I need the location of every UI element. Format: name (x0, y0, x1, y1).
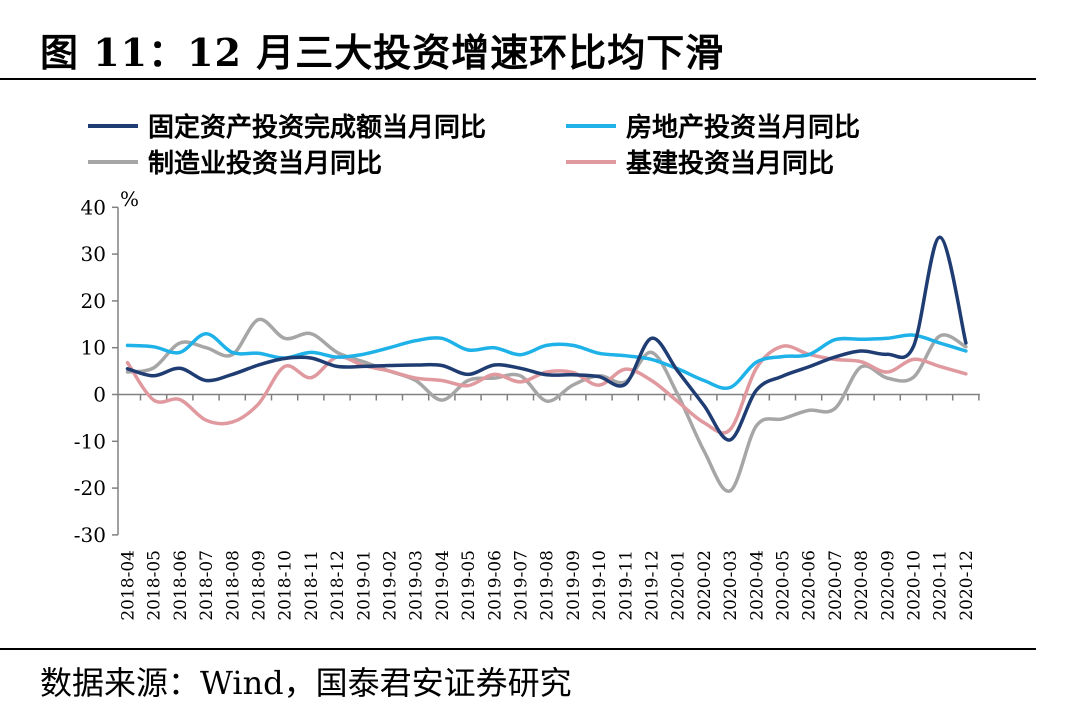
x-tick-label: 2018-09 (250, 550, 270, 621)
x-tick-label: 2018-05 (145, 550, 165, 621)
source-rule (0, 648, 1036, 650)
x-tick-label: 2020-09 (878, 550, 898, 621)
x-tick-label: 2020-11 (931, 550, 951, 621)
y-tick-label: -20 (74, 476, 106, 500)
x-tick-label: 2019-04 (433, 550, 453, 621)
x-tick-label: 2018-10 (276, 550, 296, 621)
x-tick-label: 2020-10 (905, 550, 925, 621)
series-line (125, 331, 968, 390)
x-tick-label: 2019-01 (354, 550, 374, 621)
title-rule (0, 78, 1036, 80)
y-tick-label: 0 (93, 383, 106, 407)
x-tick-label: 2019-10 (590, 550, 610, 621)
y-tick-label: 40 (81, 195, 106, 219)
y-tick-label: 10 (81, 336, 106, 360)
legend-label: 房地产投资当月同比 (626, 113, 860, 143)
x-tick-label: 2019-02 (381, 550, 401, 621)
figure-title: 图 11：12 月三大投资增速环比均下滑 (40, 30, 725, 75)
y-tick-label: -30 (74, 523, 106, 547)
x-tick-label: 2019-08 (538, 550, 558, 621)
source-note: 数据来源：Wind，国泰君安证券研究 (40, 664, 572, 702)
x-tick-label: 2018-07 (197, 550, 217, 621)
series-line (125, 344, 968, 435)
x-tick-label: 2020-08 (852, 550, 872, 621)
x-tick-label: 2019-03 (407, 550, 427, 621)
x-tick-label: 2020-07 (826, 550, 846, 621)
x-tick-label: 2019-12 (643, 550, 663, 621)
y-tick-label: 30 (81, 242, 106, 266)
legend-label: 固定资产投资完成额当月同比 (148, 112, 486, 143)
series-line (125, 235, 968, 442)
y-tick-label: -10 (74, 429, 106, 453)
x-tick-label: 2019-11 (616, 550, 636, 621)
unit-label: % (120, 187, 139, 211)
x-tick-label: 2019-07 (512, 550, 532, 621)
x-tick-label: 2018-04 (119, 550, 139, 621)
y-tick-label: 20 (81, 289, 106, 313)
x-tick-label: 2018-08 (223, 550, 243, 621)
x-tick-label: 2018-12 (328, 550, 348, 621)
x-tick-label: 2018-11 (302, 550, 322, 621)
x-tick-label: 2018-06 (171, 550, 191, 621)
x-tick-label: 2020-05 (774, 550, 794, 621)
x-tick-label: 2020-01 (669, 550, 689, 621)
x-tick-label: 2020-03 (721, 550, 741, 621)
x-tick-label: 2020-04 (747, 550, 767, 621)
legend-label: 基建投资当月同比 (626, 149, 834, 179)
x-tick-label: 2020-12 (957, 550, 977, 621)
x-tick-label: 2020-02 (695, 550, 715, 621)
x-tick-label: 2020-06 (800, 550, 820, 621)
series-line (125, 317, 968, 493)
x-tick-label: 2019-05 (459, 550, 479, 621)
x-tick-label: 2019-09 (564, 550, 584, 621)
x-tick-label: 2019-06 (485, 550, 505, 621)
legend-label: 制造业投资当月同比 (148, 149, 382, 179)
